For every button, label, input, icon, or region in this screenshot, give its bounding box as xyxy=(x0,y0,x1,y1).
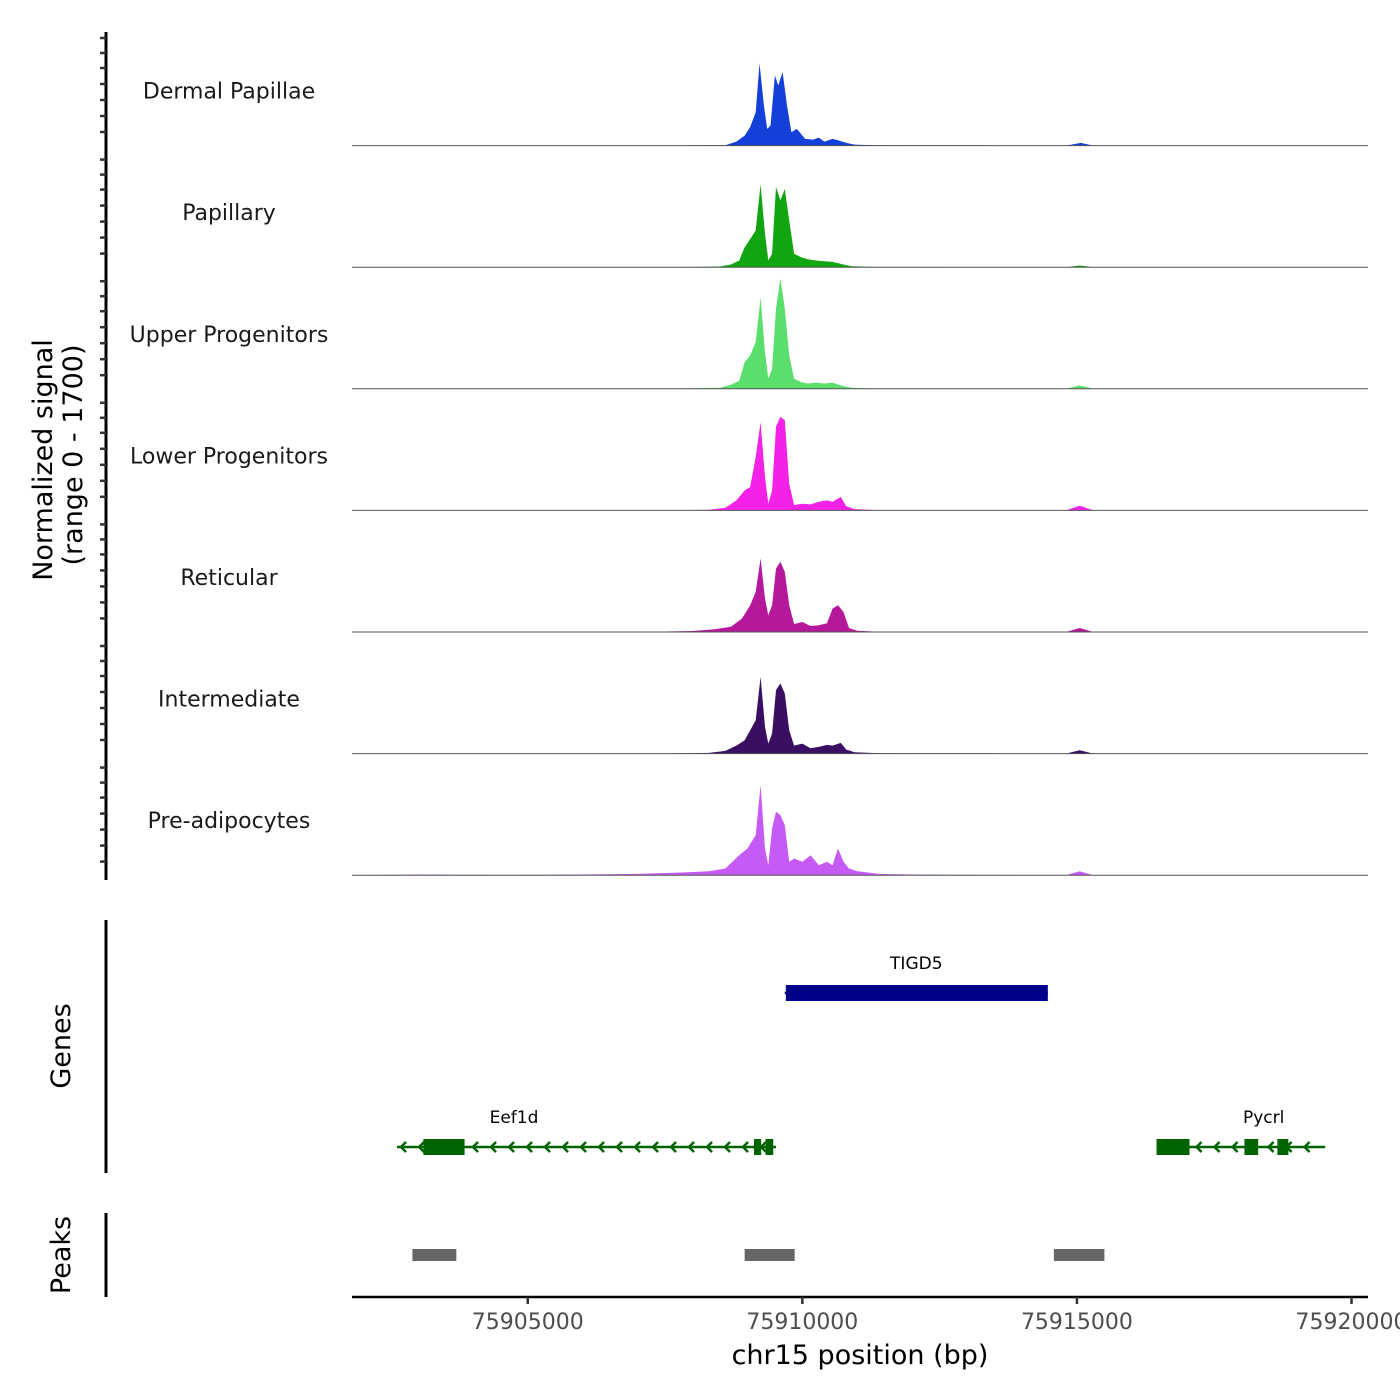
track-label: Lower Progenitors xyxy=(130,444,328,469)
gene-exon xyxy=(423,1139,464,1155)
track-label: Reticular xyxy=(180,566,278,591)
peak-bar xyxy=(412,1249,456,1261)
gene-label: Pycrl xyxy=(1243,1108,1284,1128)
gene-exon xyxy=(766,1139,774,1155)
track-label: Papillary xyxy=(182,201,276,226)
gene-model: Pycrl xyxy=(1157,1108,1326,1155)
x-axis-title: chr15 position (bp) xyxy=(732,1340,989,1371)
gene-annotations: TIGD5 Eef1d Pycrl xyxy=(397,954,1325,1155)
track-label: Intermediate xyxy=(158,688,300,713)
coverage-area xyxy=(352,677,1368,754)
peak-bar xyxy=(1054,1249,1105,1261)
x-tick-label: 75920000 xyxy=(1296,1310,1400,1335)
peak-regions xyxy=(412,1249,1104,1261)
y-axis-title: Normalized signal xyxy=(28,339,59,581)
coverage-area xyxy=(352,559,1368,633)
gene-label: Eef1d xyxy=(490,1108,539,1128)
track-label: Dermal Papillae xyxy=(143,80,315,105)
y-axis-range: (range 0 - 1700) xyxy=(58,345,89,566)
genes-axis-title: Genes xyxy=(46,1003,77,1088)
signal-y-axis xyxy=(100,32,106,880)
coverage-track: Intermediate xyxy=(158,677,1368,754)
coverage-track: Papillary xyxy=(182,184,1368,267)
coverage-area xyxy=(352,184,1368,267)
x-tick-label: 75910000 xyxy=(746,1310,858,1335)
coverage-track: Reticular xyxy=(180,559,1368,633)
coverage-area xyxy=(352,63,1368,145)
track-label: Pre-adipocytes xyxy=(148,809,311,834)
gene-label: TIGD5 xyxy=(889,954,942,974)
coverage-plot: Dermal Papillae Papillary Upper Progenitor… xyxy=(0,0,1400,1400)
peak-bar xyxy=(745,1249,795,1261)
gene-model: Eef1d xyxy=(397,1108,776,1155)
x-tick-label: 75905000 xyxy=(472,1310,584,1335)
coverage-tracks: Dermal Papillae Papillary Upper Progenitor… xyxy=(130,63,1368,875)
coverage-track: Pre-adipocytes xyxy=(148,785,1368,875)
coverage-track: Dermal Papillae xyxy=(143,63,1368,145)
coverage-area xyxy=(352,785,1368,875)
coverage-track: Upper Progenitors xyxy=(130,279,1368,389)
x-tick-label: 75915000 xyxy=(1021,1310,1133,1335)
gene-model: TIGD5 xyxy=(785,954,1048,1001)
coverage-area xyxy=(352,417,1368,511)
peaks-axis-title: Peaks xyxy=(46,1216,77,1294)
track-label: Upper Progenitors xyxy=(130,323,329,348)
coverage-area xyxy=(352,279,1368,389)
coverage-track: Lower Progenitors xyxy=(130,417,1368,511)
x-axis: 75905000 75910000 75915000 75920000 xyxy=(472,1297,1400,1335)
